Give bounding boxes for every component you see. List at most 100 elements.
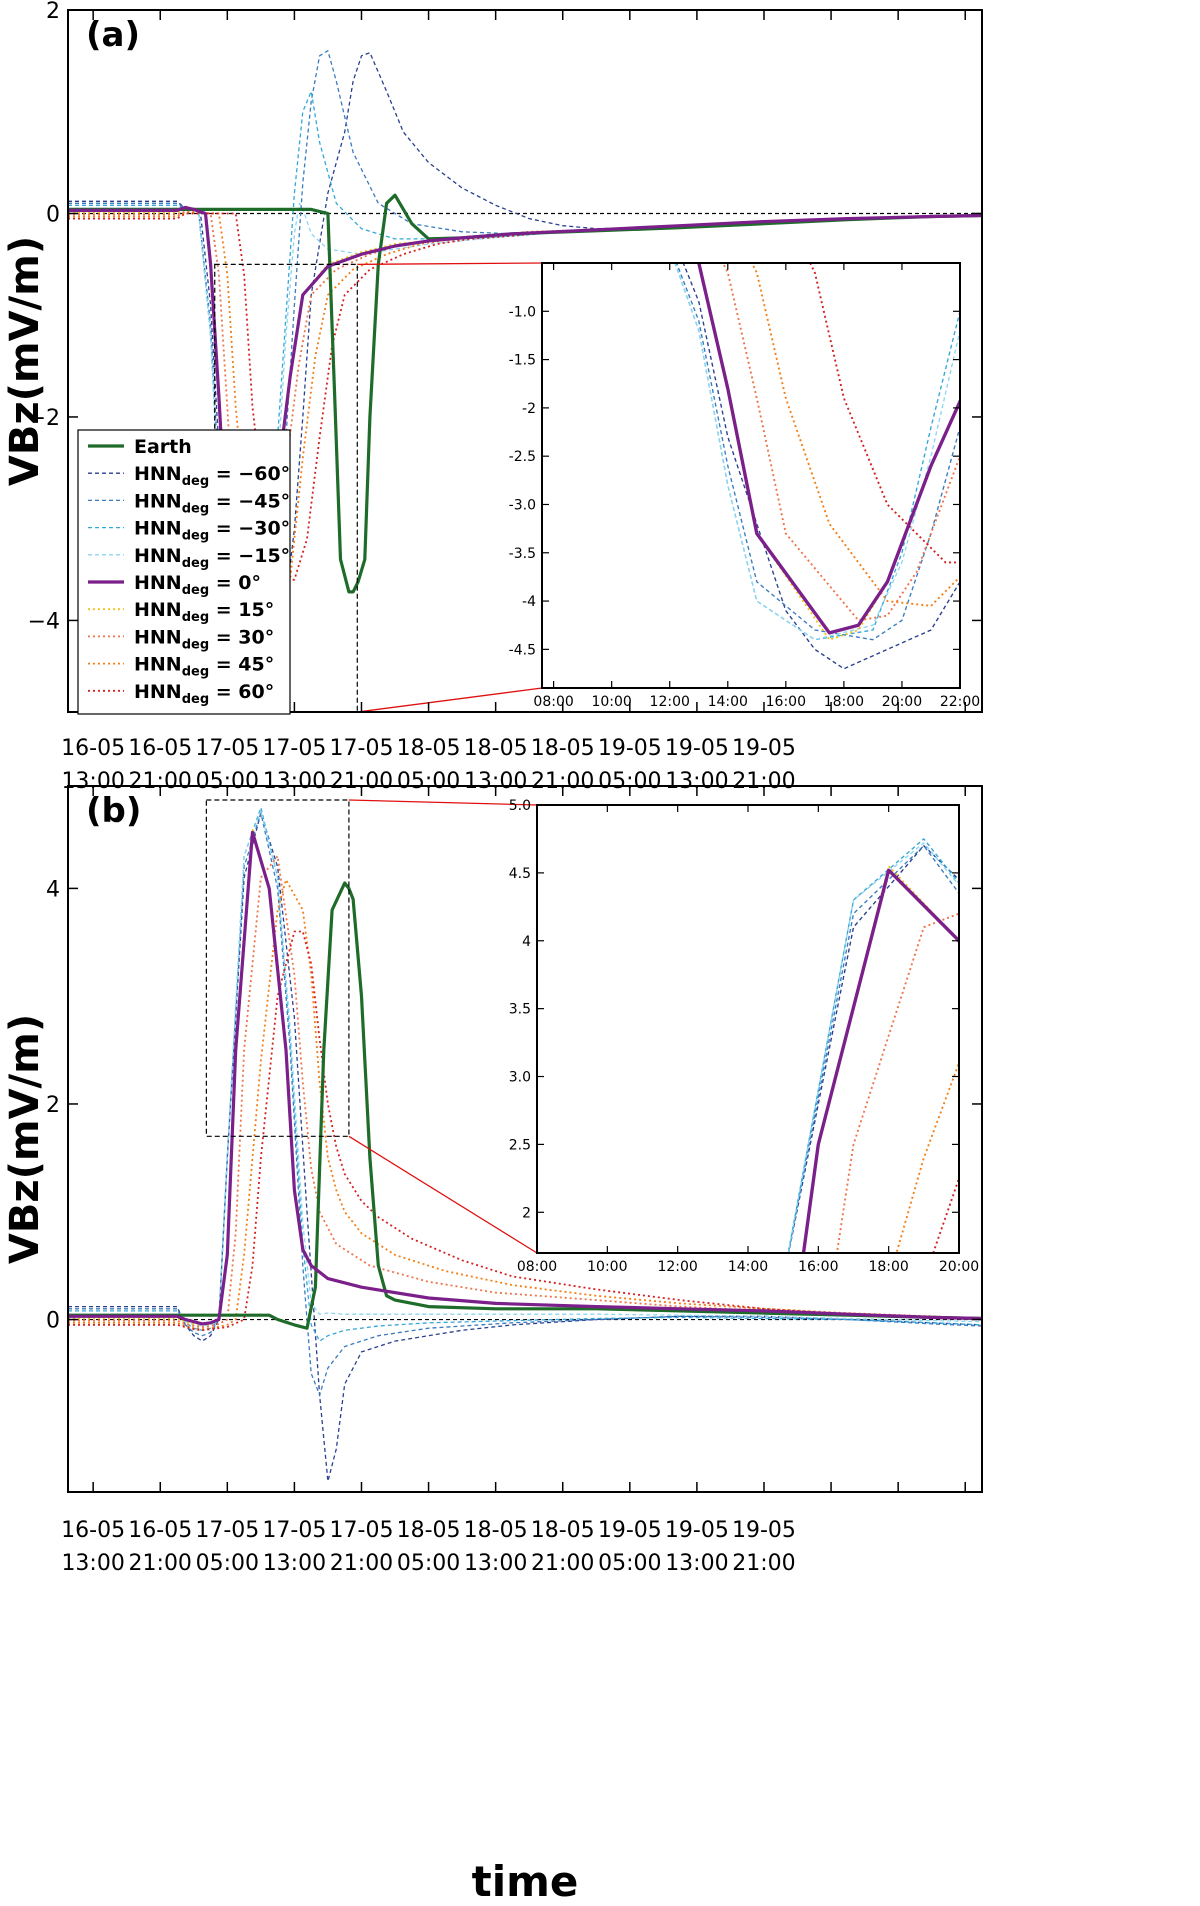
x-axis-label: time <box>472 1857 579 1906</box>
x-tick-label-time: 13:00 <box>665 1551 728 1576</box>
inset-y-tick-label: 3.5 <box>509 1002 531 1018</box>
legend-label: HNNdeg = −15° <box>134 545 290 571</box>
legend-label-base: Earth <box>134 436 192 458</box>
series-line-9 <box>68 212 982 581</box>
x-tick-label-date: 17-05 <box>195 736 259 761</box>
x-tick-label-date: 19-05 <box>598 1518 662 1543</box>
zoom-connector <box>348 1135 538 1254</box>
inset-y-tick-label: -3.5 <box>509 546 536 562</box>
x-tick-label-time: 21:00 <box>732 1551 795 1576</box>
x-tick-label-date: 16-05 <box>61 736 125 761</box>
series-line-2 <box>68 812 982 1396</box>
inset-y-tick-label: -3.0 <box>509 497 536 513</box>
inset-y-tick-label: -1.5 <box>509 353 536 369</box>
legend-label-tail: = 15° <box>209 599 274 621</box>
legend-label-tail: = −60° <box>209 463 290 485</box>
legend-label-base: HNN <box>134 599 182 621</box>
inset-x-tick-label: 10:00 <box>587 1259 627 1275</box>
x-tick-label-date: 18-05 <box>464 1518 528 1543</box>
legend-label-base: HNN <box>134 518 182 540</box>
series-line-5 <box>68 205 982 656</box>
inset-y-tick-label: -4 <box>522 594 536 610</box>
plot-frame <box>67 9 983 713</box>
inset-series-line-2 <box>675 263 960 641</box>
inset-x-tick-label: 14:00 <box>708 694 748 710</box>
x-tick-label-date: 16-05 <box>128 736 192 761</box>
inset-y-tick-label: 4.5 <box>509 866 531 882</box>
inset-y-tick-label: 3.0 <box>509 1070 531 1086</box>
panel-label: (a) <box>86 15 140 55</box>
inset-y-tick-label: 2 <box>522 1205 531 1221</box>
series-line-5 <box>68 830 982 1326</box>
inset-x-tick-label: 12:00 <box>650 694 690 710</box>
y-axis-label: VBz(mV/m) <box>2 236 48 486</box>
legend-label-base: HNN <box>134 463 182 485</box>
legend-label: HNNdeg = 30° <box>134 626 274 652</box>
x-tick-label-date: 19-05 <box>598 736 662 761</box>
legend-label-tail: = 60° <box>209 681 274 703</box>
inset-y-tick-label: 5.0 <box>509 798 531 814</box>
y-tick-label: −2 <box>28 406 60 431</box>
inset-y-tick-label: -1.0 <box>509 304 536 320</box>
x-tick-label-date: 19-05 <box>732 1518 796 1543</box>
series-line-0 <box>68 881 982 1330</box>
inset-x-tick-label: 08:00 <box>533 694 573 710</box>
inset-x-tick-label: 08:00 <box>517 1259 557 1275</box>
x-tick-label-time: 05:00 <box>397 1551 460 1576</box>
x-tick-label-date: 19-05 <box>665 1518 729 1543</box>
legend-label-tail: = −45° <box>209 490 290 512</box>
x-tick-label-date: 18-05 <box>531 1518 595 1543</box>
x-tick-label-time: 21:00 <box>531 1551 594 1576</box>
legend-label-subscript: deg <box>182 610 209 625</box>
x-tick-label-date: 17-05 <box>330 1518 394 1543</box>
legend-label-tail: = 30° <box>209 626 274 648</box>
legend-label-tail: = −15° <box>209 545 290 567</box>
x-tick-label-date: 18-05 <box>397 1518 461 1543</box>
y-tick-label: 2 <box>46 1093 60 1118</box>
legend-label-subscript: deg <box>182 501 209 516</box>
inset-x-tick-label: 22:00 <box>940 694 980 710</box>
legend-label: HNNdeg = −60° <box>134 463 290 489</box>
x-tick-label-date: 17-05 <box>262 736 326 761</box>
legend-label-subscript: deg <box>182 637 209 652</box>
series-line-1 <box>68 52 982 693</box>
legend-label-base: HNN <box>134 572 182 594</box>
legend-label-subscript: deg <box>182 474 209 489</box>
x-tick-label-date: 17-05 <box>195 1518 259 1543</box>
x-tick-label-date: 17-05 <box>262 1518 326 1543</box>
inset-plot: 2 2.5 3.0 3.5 4 4.5 5.0 08:00 10:00 12:00 14:00 16:… <box>509 798 979 1275</box>
chart-panel-b: 02416-0513:0016-0521:0017-0505:0017-0513… <box>2 785 983 1576</box>
series-line-4 <box>68 810 982 1327</box>
x-tick-label-time: 05:00 <box>598 1551 661 1576</box>
inset-y-tick-label: -2.5 <box>509 449 536 465</box>
legend-label: HNNdeg = 0° <box>134 572 261 598</box>
y-tick-label: 0 <box>46 1309 60 1334</box>
legend-label: HNNdeg = −30° <box>134 518 290 544</box>
inset-y-tick-label: 2.5 <box>509 1137 531 1153</box>
inset-x-tick-label: 18:00 <box>868 1259 908 1275</box>
legend-label-subscript: deg <box>182 529 209 544</box>
x-tick-label-time: 21:00 <box>330 1551 393 1576</box>
x-tick-label-time: 13:00 <box>263 1551 326 1576</box>
inset-background <box>537 805 959 1253</box>
legend-label: HNNdeg = −45° <box>134 490 290 516</box>
legend-label-base: HNN <box>134 545 182 567</box>
x-tick-label-time: 05:00 <box>196 1551 259 1576</box>
y-tick-label: 0 <box>46 202 60 227</box>
legend-label-base: HNN <box>134 626 182 648</box>
inset-frame <box>541 262 961 689</box>
legend-label-base: HNN <box>134 490 182 512</box>
legend-label: HNNdeg = 15° <box>134 599 274 625</box>
legend-label: HNNdeg = 60° <box>134 681 274 707</box>
inset-x-tick-label: 16:00 <box>798 1259 838 1275</box>
inset-x-tick-label: 20:00 <box>882 694 922 710</box>
inset-y-tick-label: -2 <box>522 401 536 417</box>
legend-label-tail: = 45° <box>209 654 274 676</box>
inset-x-tick-label: 10:00 <box>591 694 631 710</box>
x-tick-label-date: 19-05 <box>665 736 729 761</box>
inset-series-group <box>674 263 960 670</box>
zoom-connector <box>348 799 538 806</box>
legend-box <box>77 429 291 715</box>
